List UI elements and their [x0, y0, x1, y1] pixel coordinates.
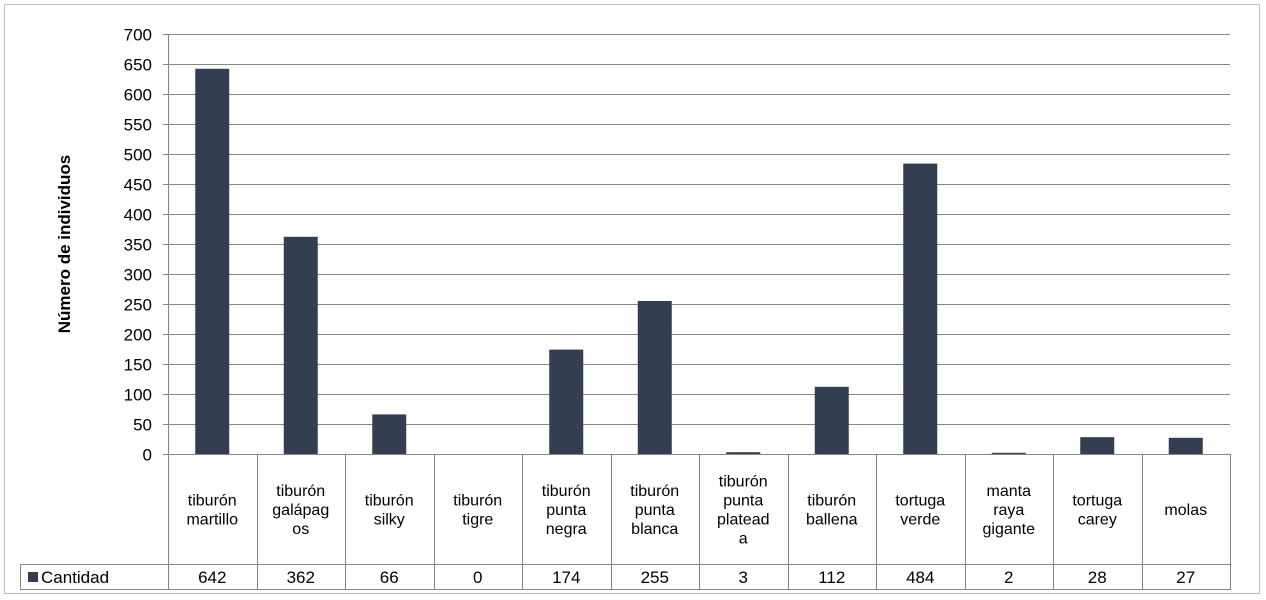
y-axis-label: Número de individuos: [55, 155, 74, 334]
bar: [726, 452, 761, 454]
x-category-label: tiburón tigre: [453, 493, 502, 529]
data-table-value: 362: [287, 568, 315, 587]
x-category-label: tortuga carey: [1072, 493, 1122, 529]
bar: [195, 68, 230, 455]
data-table-value: 2: [1004, 568, 1013, 587]
y-tick-label: 50: [133, 416, 152, 435]
y-tick-label: 400: [124, 206, 152, 225]
y-tick-label: 0: [143, 446, 152, 465]
x-category-label: tortuga verde: [895, 493, 945, 529]
y-tick-label: 700: [124, 26, 152, 45]
y-tick-label: 150: [124, 356, 152, 375]
data-table-value: 642: [198, 568, 226, 587]
legend-swatch: [28, 572, 38, 582]
y-tick-label: 450: [124, 176, 152, 195]
bar: [903, 163, 938, 454]
data-table-value: 112: [818, 568, 845, 587]
bar: [372, 414, 407, 454]
bar: [991, 452, 1026, 454]
y-tick-label: 350: [124, 236, 152, 255]
bar: [1168, 437, 1203, 454]
bar: [549, 349, 584, 454]
bar: [283, 236, 318, 454]
data-table-value: 0: [473, 568, 482, 587]
x-category-label: tiburón martillo: [186, 493, 238, 529]
x-category-label: manta raya gigante: [983, 483, 1036, 538]
bar: [637, 301, 672, 454]
data-table: tiburón martillo tiburón galápag os tiburón si…: [20, 454, 1231, 590]
y-tick-label: 200: [124, 326, 152, 345]
bars: [195, 68, 1203, 455]
y-tick-label: 500: [124, 146, 152, 165]
x-category-label: tiburón ballena: [806, 493, 858, 529]
data-table-value: 484: [906, 568, 934, 587]
x-category-label: tiburón punta blanca: [630, 483, 679, 538]
y-tick-label: 600: [124, 86, 152, 105]
y-tick-label: 100: [124, 386, 152, 405]
data-table-value: 174: [552, 568, 580, 587]
x-category-label: molas: [1164, 502, 1207, 519]
x-category-label: tiburón galápag os: [272, 483, 329, 538]
x-category-label: tiburón punta negra: [542, 483, 591, 538]
grid-lines: [163, 34, 1230, 590]
y-tick-label: 550: [124, 116, 152, 135]
legend-label: Cantidad: [41, 568, 109, 587]
y-tick-label: 650: [124, 56, 152, 75]
bar: [1080, 437, 1115, 454]
data-table-value: 3: [739, 568, 748, 587]
data-table-value: 66: [380, 568, 399, 587]
y-axis-ticks: 0 50 100 150 200 250 300 350 400 450 500 550 600 650 7…: [124, 26, 152, 465]
y-tick-label: 250: [124, 296, 152, 315]
x-category-label: tiburón silky: [365, 493, 414, 529]
data-table-value: 27: [1176, 568, 1195, 587]
data-table-value: 255: [641, 568, 669, 587]
data-table-value: 28: [1088, 568, 1107, 587]
y-tick-label: 300: [124, 266, 152, 285]
x-category-label: tiburón punta platead a: [717, 474, 770, 548]
bar: [814, 386, 849, 454]
